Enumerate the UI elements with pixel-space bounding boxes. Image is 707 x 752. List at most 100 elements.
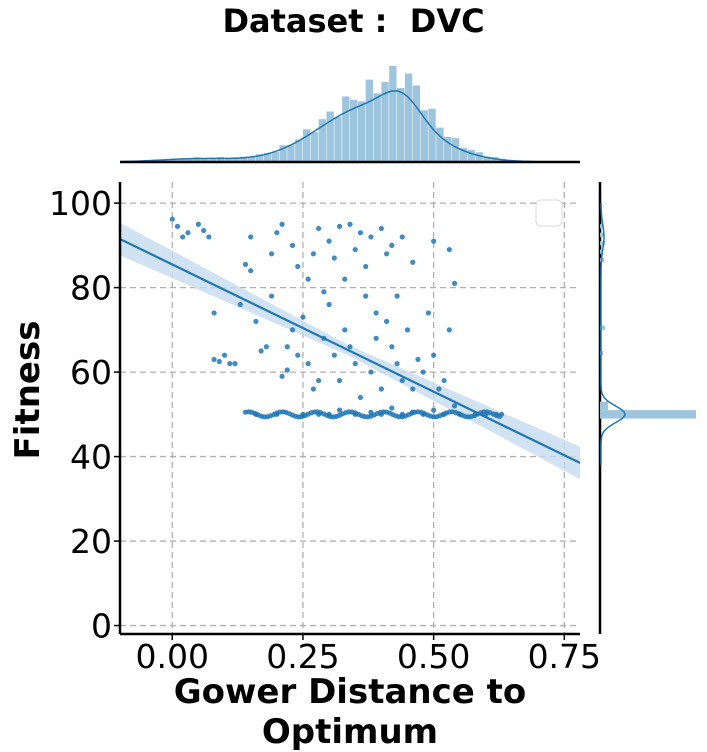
y-axis-label: Fitness [8, 320, 48, 460]
histogram-bar [326, 111, 334, 162]
kde-curve [119, 90, 575, 163]
scatter-point [316, 225, 322, 232]
scatter-point [310, 251, 317, 257]
regression-line [119, 238, 581, 464]
scatter-point [363, 293, 369, 299]
histogram-bar [600, 410, 696, 419]
histogram-bar [279, 145, 287, 162]
scatter-point [211, 310, 217, 316]
histogram-bar [404, 73, 413, 162]
scatter-point [221, 352, 228, 358]
histogram-bar [600, 232, 604, 237]
histogram-bar [342, 96, 350, 162]
histogram-bar [357, 101, 366, 162]
scatter-point [201, 227, 207, 234]
x-tick-label: 0.75 [528, 637, 601, 676]
scatter-point [404, 327, 411, 333]
scatter-point [263, 344, 269, 350]
scatter-point [326, 238, 332, 244]
histogram-bar [263, 153, 272, 162]
histogram-bar [412, 85, 421, 162]
histogram-bar [310, 132, 319, 162]
histogram-bar [444, 137, 452, 162]
scatter-point [258, 348, 264, 354]
scatter-point [331, 255, 337, 261]
scatter-point [368, 234, 374, 240]
scatter-point [310, 386, 317, 392]
histogram-bar [177, 158, 185, 162]
histogram-bar [483, 156, 491, 162]
scatter-point [420, 369, 426, 375]
x-tick-label: 0.25 [266, 637, 339, 676]
right-marginal-histogram [598, 182, 696, 634]
scatter-point [169, 216, 175, 222]
histogram-bar [350, 99, 358, 162]
legend-box [535, 199, 563, 227]
scatter-point [284, 344, 290, 350]
scatter-point [248, 268, 254, 274]
scatter-point [352, 246, 358, 253]
scatter-point [357, 394, 364, 401]
scatter-point [446, 327, 452, 333]
scatter-point [431, 352, 437, 358]
scatter-point [389, 405, 395, 411]
scatter-point [373, 335, 379, 341]
y-tick-label: 60 [70, 353, 112, 392]
scatter-point [180, 234, 186, 240]
histogram-bar [271, 151, 279, 162]
scatter-point [206, 234, 212, 240]
y-tick-label: 0 [91, 607, 112, 646]
histogram-bar [224, 158, 232, 162]
scatter-point [274, 230, 280, 236]
histogram-bar [428, 108, 436, 162]
scatter-point [326, 301, 332, 308]
scatter-point [378, 225, 384, 232]
histogram-bar [240, 156, 248, 162]
scatter-point [389, 242, 395, 248]
histogram-bar [420, 110, 428, 162]
histogram-bar [193, 157, 201, 162]
kde-curve [600, 203, 626, 466]
scatter-point [383, 251, 390, 257]
histogram-bar [232, 157, 240, 162]
scatter-point [268, 251, 275, 257]
scatter-point [446, 246, 452, 253]
scatter-point [289, 242, 296, 248]
scatter-point [242, 261, 249, 267]
histogram-bar [295, 139, 303, 162]
histogram-bar [334, 116, 342, 162]
histogram-bar [600, 325, 605, 330]
histogram-bar [600, 401, 608, 411]
scatter-point [399, 377, 405, 384]
scatter-point [289, 327, 296, 333]
scatter-point [279, 221, 285, 227]
scatter-point [347, 344, 353, 350]
scatter-point [284, 367, 290, 373]
scatter-point [410, 386, 416, 392]
top-marginal-histogram [119, 65, 580, 164]
scatter-point [431, 407, 437, 413]
scatter-point [331, 352, 337, 358]
histogram-bar [318, 119, 326, 162]
histogram-bar [365, 79, 374, 162]
scatter-point [378, 386, 384, 392]
scatter-point [211, 356, 217, 363]
scatter-point [300, 314, 306, 320]
histogram-bar [248, 157, 256, 162]
histogram-bar [208, 157, 217, 162]
scatter-points [169, 216, 505, 420]
y-tick-label: 20 [70, 522, 112, 561]
histogram-bar [381, 82, 389, 162]
scatter-point [342, 327, 348, 333]
scatter-point [268, 293, 275, 299]
scatter-point [368, 369, 374, 375]
scatter-point [295, 352, 301, 358]
histogram-bar [201, 157, 209, 162]
scatter-point [394, 293, 400, 299]
scatter-point [248, 234, 254, 240]
y-tick-label: 80 [70, 269, 112, 308]
scatter-point [216, 358, 222, 365]
scatter-point [347, 221, 353, 227]
scatter-point [316, 377, 322, 384]
scatter-point [174, 223, 181, 229]
